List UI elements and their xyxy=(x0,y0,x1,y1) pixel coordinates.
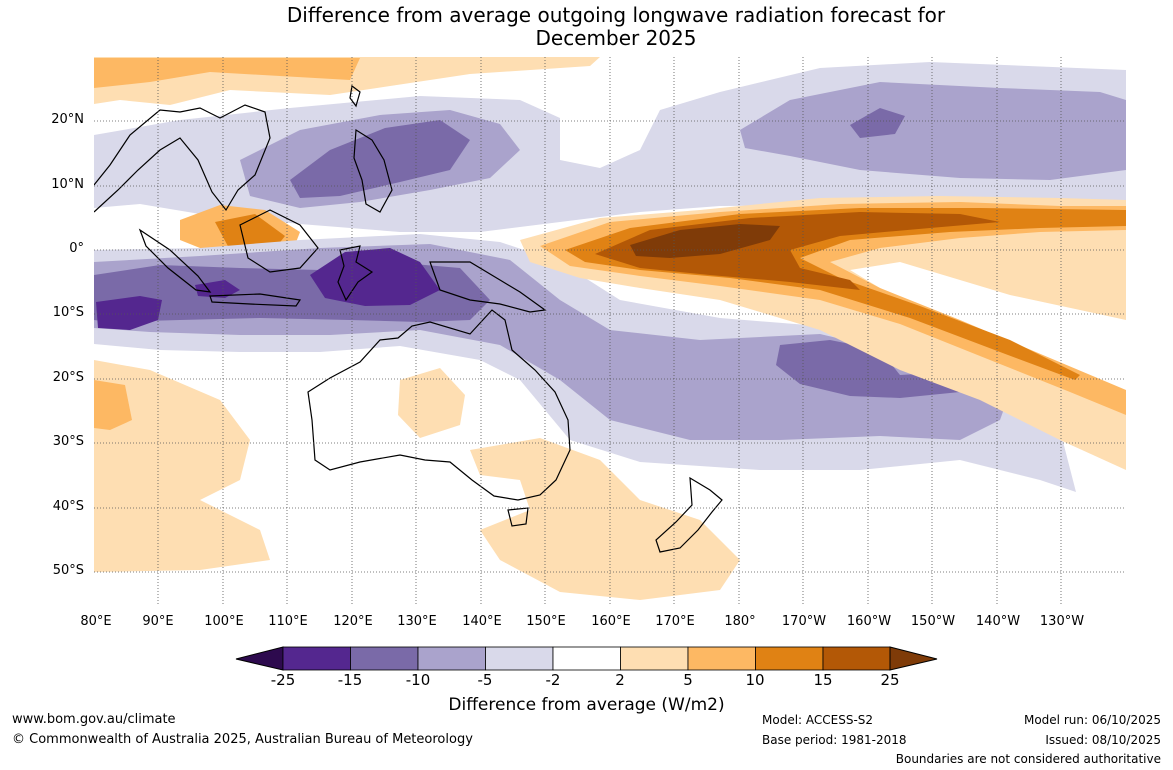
anomaly-positive-south-indian xyxy=(94,360,270,572)
anomaly-positive-south-indian-mid xyxy=(94,380,132,430)
website-link[interactable]: www.bom.gov.au/climate xyxy=(12,712,176,727)
colorbar-label: Difference from average (W/m2) xyxy=(448,695,725,715)
title-line-1: Difference from average outgoing longwav… xyxy=(286,3,946,27)
philippines-coastline xyxy=(353,128,393,213)
lon-label-100e: 100°E xyxy=(204,614,244,629)
colorbar-tick: -2 xyxy=(545,671,561,689)
colorbar-tick: -25 xyxy=(270,671,296,689)
lon-label-150w: 150°W xyxy=(910,614,956,629)
lat-label-10s: 10°S xyxy=(52,305,84,320)
colorbar-swatch-4 xyxy=(485,646,554,671)
colorbar-extend-low xyxy=(235,646,284,671)
colorbar-tick: 5 xyxy=(683,671,693,689)
colorbar-swatch-2 xyxy=(350,646,419,671)
copyright-text: © Commonwealth of Australia 2025, Austra… xyxy=(12,732,473,747)
issued-date: Issued: 08/10/2025 xyxy=(1045,733,1161,747)
lon-label-180: 180° xyxy=(724,614,756,629)
colorbar-swatch-9 xyxy=(822,646,891,671)
colorbar-extend-high xyxy=(889,646,938,671)
lat-label-50s: 50°S xyxy=(52,563,84,578)
colorbar-swatch-5 xyxy=(552,646,621,671)
anomaly-negative-north-mid xyxy=(740,82,1126,180)
gridlines xyxy=(94,57,1126,604)
lon-label-150e: 150°E xyxy=(526,614,566,629)
lon-label-160w: 160°W xyxy=(846,614,892,629)
taiwan-coastline xyxy=(349,84,361,108)
colorbar-tick: 25 xyxy=(880,671,900,689)
anomaly-negative-sumatra xyxy=(96,296,162,330)
australia-coastline xyxy=(307,309,571,501)
anomaly-positive-north-strong xyxy=(94,58,360,88)
anomaly-negative-central-mid xyxy=(850,108,905,138)
colorbar-tick: 2 xyxy=(615,671,625,689)
lon-label-130w: 130°W xyxy=(1039,614,1085,629)
lon-label-160e: 160°E xyxy=(591,614,631,629)
model-name: Model: ACCESS-S2 xyxy=(762,713,874,727)
lon-label-140w: 140°W xyxy=(975,614,1021,629)
new-guinea-coastline xyxy=(429,261,547,313)
colorbar-swatch-7 xyxy=(687,646,756,671)
title-line-2: December 2025 xyxy=(535,26,697,50)
lon-label-140e: 140°E xyxy=(462,614,502,629)
anomaly-positive-tasman xyxy=(470,438,740,600)
sumatra-coastline xyxy=(138,228,212,293)
colorbar-swatch-3 xyxy=(417,646,486,671)
colorbar-tick: -10 xyxy=(405,671,431,689)
chart-title: Difference from average outgoing longwav… xyxy=(0,4,1173,50)
java-coastline xyxy=(209,293,302,307)
anomaly-positive-australia-west xyxy=(398,368,465,438)
colorbar-tick: -5 xyxy=(477,671,493,689)
coastlines xyxy=(94,84,723,553)
lon-label-170w: 170°W xyxy=(781,614,827,629)
model-run-date: Model run: 06/10/2025 xyxy=(1023,713,1161,727)
lon-label-80e: 80°E xyxy=(80,614,112,629)
colorbar-tick: -15 xyxy=(337,671,363,689)
lat-label-0: 0° xyxy=(69,241,84,256)
lat-label-20s: 20°S xyxy=(52,370,84,385)
lon-label-110e: 110°E xyxy=(268,614,308,629)
lon-label-130e: 130°E xyxy=(397,614,437,629)
sulawesi-coastline xyxy=(337,245,374,302)
lat-label-40s: 40°S xyxy=(52,499,84,514)
base-period: Base period: 1981-2018 xyxy=(762,733,907,747)
boundaries-disclaimer: Boundaries are not considered authoritat… xyxy=(895,752,1161,766)
colorbar-swatch-6 xyxy=(620,646,689,671)
lon-label-170e: 170°E xyxy=(655,614,695,629)
colorbar-tick: 10 xyxy=(745,671,765,689)
new-zealand-coastline xyxy=(655,476,723,553)
lat-label-10n: 10°N xyxy=(51,177,84,192)
anomaly-negative-philippines xyxy=(290,120,470,198)
colorbar-swatch-8 xyxy=(755,646,824,671)
anomaly-negative-java xyxy=(195,280,240,298)
tasmania-coastline xyxy=(507,507,529,527)
borneo-coastline xyxy=(239,209,319,273)
asia-coastline xyxy=(94,104,271,213)
lat-label-30s: 30°S xyxy=(52,434,84,449)
anomaly-shading xyxy=(94,57,1126,600)
anomaly-positive-pacific-peak xyxy=(630,224,780,258)
lat-label-20n: 20°N xyxy=(51,112,84,127)
colorbar-tick: 15 xyxy=(813,671,833,689)
lon-label-90e: 90°E xyxy=(142,614,174,629)
lon-label-120e: 120°E xyxy=(333,614,373,629)
colorbar-swatch-1 xyxy=(282,646,351,671)
